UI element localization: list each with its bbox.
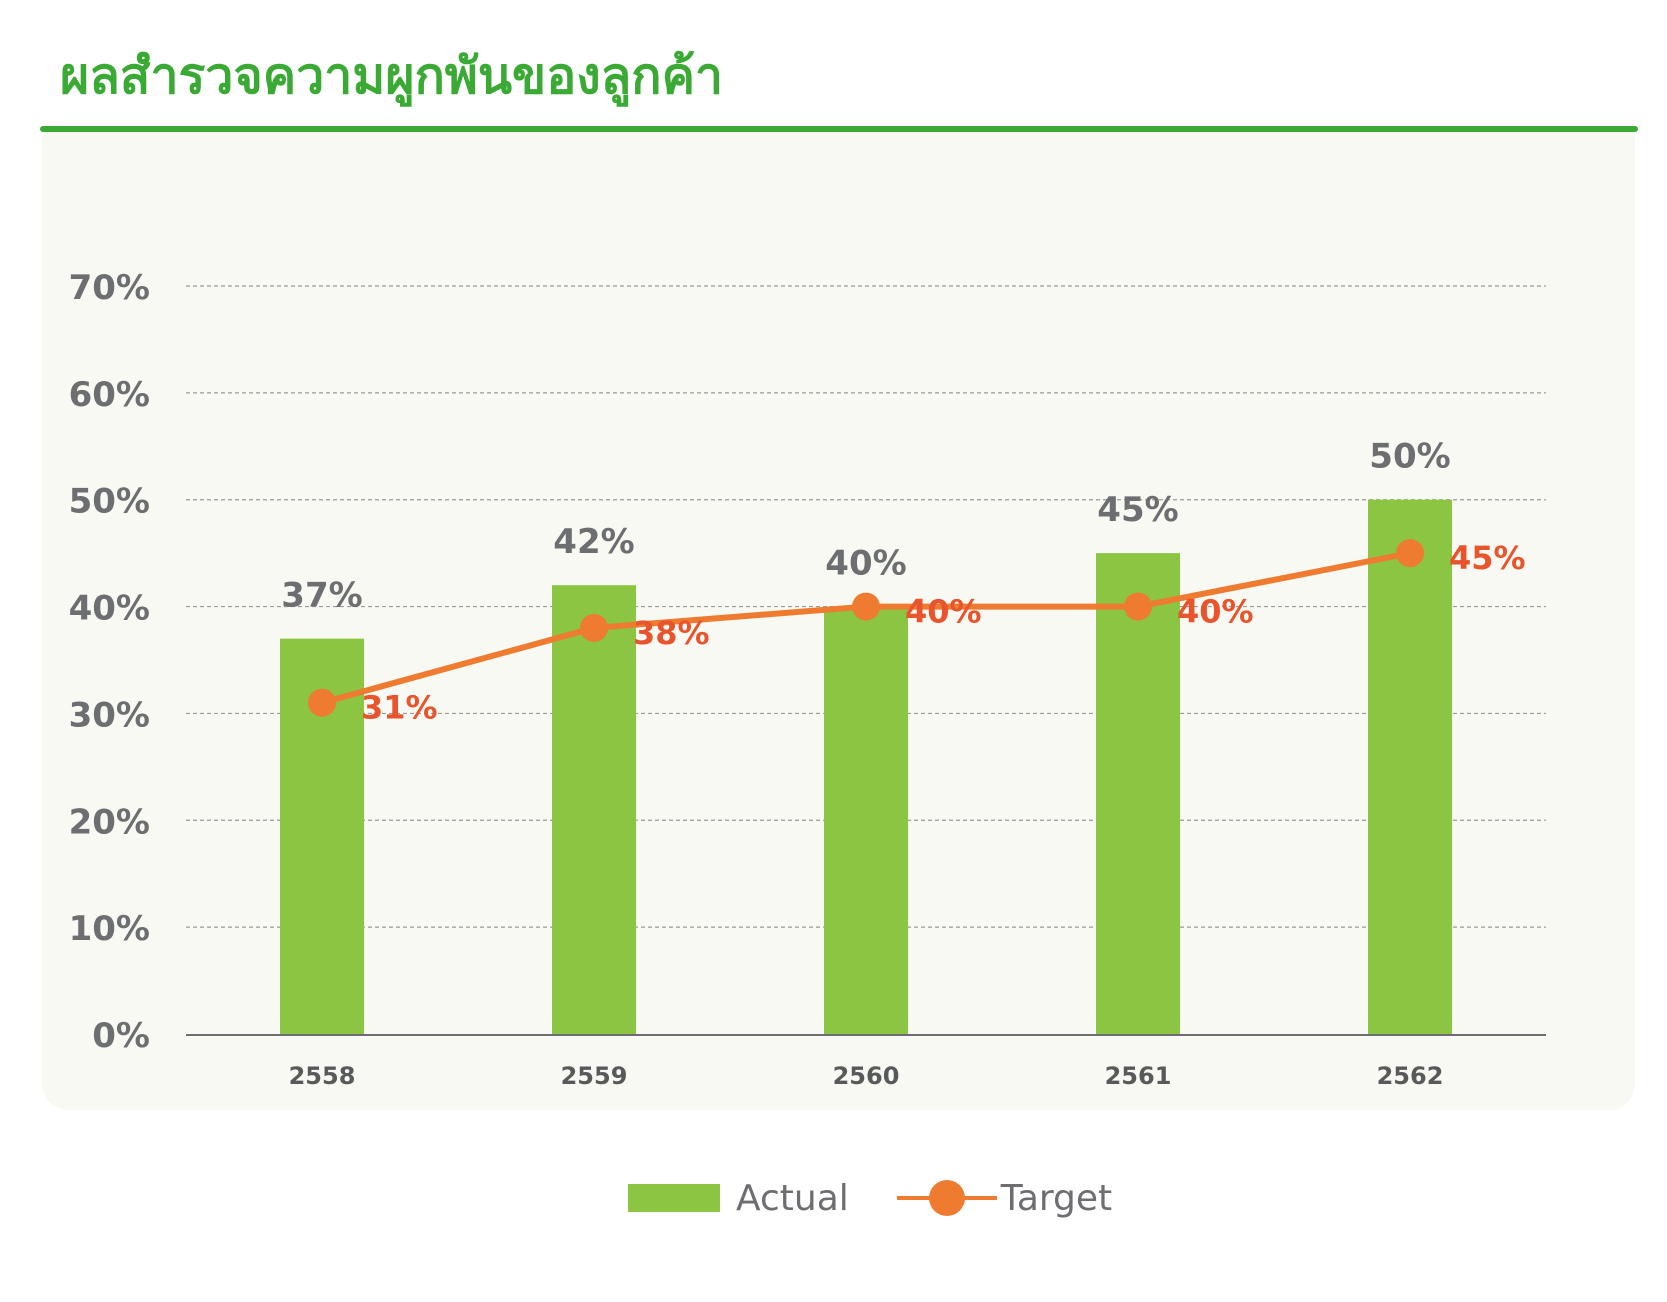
- x-tick-label: 2558: [289, 1062, 356, 1090]
- x-tick-label: 2560: [833, 1062, 900, 1090]
- chart: 0%10%20%30%40%50%60%70% 37%42%40%45%50% …: [69, 268, 1546, 1090]
- target-value-label: 40%: [1177, 593, 1254, 631]
- target-point: [1124, 592, 1152, 621]
- actual-value-labels: 37% 42% 40% 45% 50%: [281, 437, 1450, 616]
- actual-value-label: 42%: [553, 522, 634, 562]
- legend-target-label: Target: [1000, 1177, 1113, 1219]
- target-value-labels: 31% 38% 40% 40% 45%: [361, 539, 1526, 727]
- legend-actual-label: Actual: [736, 1177, 849, 1219]
- actual-bar: [824, 606, 908, 1034]
- x-tick-label: 2562: [1377, 1062, 1444, 1090]
- actual-value-label: 37%: [281, 576, 362, 616]
- actual-bar: [1368, 499, 1452, 1034]
- x-axis-tick-labels: 2558 2559 2560 2561 2562: [289, 1062, 1444, 1090]
- target-line: [308, 539, 1424, 717]
- y-tick-label: 40%: [69, 589, 150, 629]
- y-tick-label: 30%: [69, 695, 150, 735]
- y-tick-label: 20%: [69, 802, 150, 842]
- y-axis-tick-labels: 0% 10% 20% 30% 40% 50% 60% 70%: [69, 268, 150, 1056]
- target-point: [852, 592, 880, 621]
- target-point: [580, 613, 608, 642]
- actual-value-label: 40%: [825, 544, 906, 584]
- legend-target-swatch: [896, 1178, 997, 1218]
- legend-item-target: Target: [849, 1178, 1112, 1219]
- target-value-label: 31%: [361, 689, 438, 727]
- legend-actual-swatch: [628, 1184, 720, 1212]
- target-value-label: 38%: [633, 614, 710, 652]
- actual-bar: [552, 585, 636, 1034]
- chart-title: ผลสำรวจความผูกพันของลูกค้า: [60, 47, 724, 105]
- y-tick-label: 70%: [69, 268, 150, 308]
- x-tick-label: 2559: [561, 1062, 628, 1090]
- y-tick-label: 60%: [69, 375, 150, 415]
- y-tick-label: 0%: [92, 1016, 150, 1056]
- actual-bar: [1096, 553, 1180, 1034]
- target-point: [308, 688, 336, 717]
- x-tick-label: 2561: [1105, 1062, 1172, 1090]
- legend: Actual Target: [628, 1168, 1112, 1228]
- target-value-label: 40%: [905, 593, 982, 631]
- title-underline: [40, 126, 1638, 132]
- legend-item-actual: Actual: [628, 1178, 849, 1219]
- target-point: [1396, 539, 1424, 568]
- y-tick-label: 50%: [69, 482, 150, 522]
- target-value-label: 45%: [1449, 539, 1526, 577]
- actual-value-label: 45%: [1097, 490, 1178, 530]
- y-tick-label: 10%: [69, 909, 150, 949]
- actual-value-label: 50%: [1369, 437, 1450, 477]
- actual-bars: [280, 499, 1452, 1034]
